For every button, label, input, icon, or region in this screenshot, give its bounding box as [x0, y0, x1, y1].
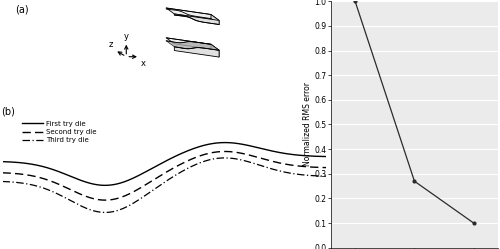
- Text: (b): (b): [1, 106, 15, 116]
- Polygon shape: [174, 47, 219, 57]
- Y-axis label: Normalized RMS error: Normalized RMS error: [302, 82, 312, 167]
- Text: y: y: [124, 32, 129, 41]
- Polygon shape: [166, 8, 219, 20]
- Text: (a): (a): [16, 5, 29, 15]
- Text: x: x: [141, 59, 146, 68]
- Polygon shape: [174, 14, 219, 24]
- Polygon shape: [166, 41, 219, 50]
- Polygon shape: [166, 38, 219, 50]
- Text: z: z: [109, 40, 114, 49]
- Polygon shape: [211, 14, 219, 24]
- Legend: First try die, Second try die, Third try die: First try die, Second try die, Third try…: [19, 118, 100, 146]
- Polygon shape: [211, 44, 219, 57]
